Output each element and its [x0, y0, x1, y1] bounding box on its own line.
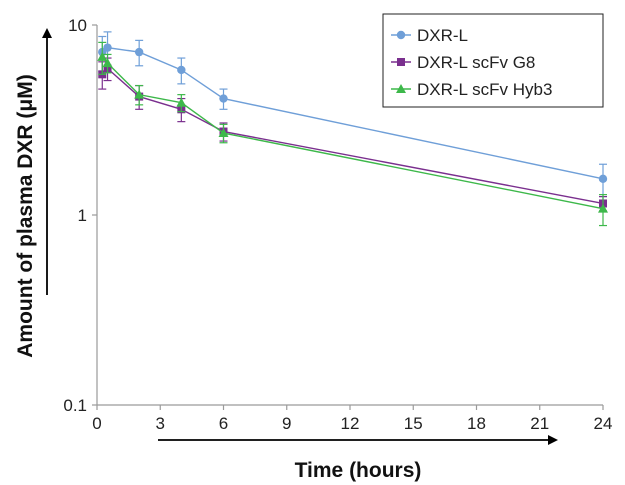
legend: DXR-L DXR-L scFv G8 DXR-L scFv Hyb3	[382, 13, 604, 108]
legend-label: DXR-L scFv Hyb3	[417, 80, 552, 99]
data-point	[134, 47, 144, 57]
plot-area	[97, 31, 608, 227]
x-ticks: 0 3 6 9 12 15 18 21 24	[92, 405, 612, 433]
y-tick-label: 10	[68, 16, 87, 35]
data-point	[219, 94, 228, 103]
x-tick-label: 9	[282, 414, 291, 433]
data-point	[134, 89, 145, 99]
x-tick-label: 15	[404, 414, 423, 433]
data-point	[218, 128, 229, 138]
data-point	[102, 58, 113, 68]
legend-swatch-marker	[396, 30, 406, 40]
legend-box	[382, 13, 604, 108]
x-tick-label: 12	[341, 414, 360, 433]
legend-swatch-marker	[396, 84, 406, 93]
x-tick-label: 6	[219, 414, 228, 433]
data-point	[598, 174, 608, 184]
data-point	[176, 97, 187, 107]
y-tick-label: 0.1	[63, 396, 87, 415]
x-tick-label: 18	[467, 414, 486, 433]
legend-swatch-marker	[397, 58, 405, 66]
x-tick-label: 0	[92, 414, 101, 433]
data-point	[598, 203, 608, 213]
y-axis-title: Amount of plasma DXR (μM)	[14, 74, 37, 358]
data-point	[177, 65, 186, 75]
y-tick-label: 1	[78, 206, 87, 225]
legend-label: DXR-L	[417, 26, 468, 45]
series-2	[97, 41, 608, 227]
y-ticks: 0.1 1 10	[63, 16, 97, 415]
x-tick-label: 24	[594, 414, 613, 433]
data-point	[103, 43, 112, 52]
x-tick-label: 3	[156, 414, 165, 433]
data-point	[97, 51, 108, 61]
x-axis-title: Time (hours)	[295, 459, 422, 482]
legend-label: DXR-L scFv G8	[417, 53, 535, 72]
x-tick-label: 21	[530, 414, 549, 433]
